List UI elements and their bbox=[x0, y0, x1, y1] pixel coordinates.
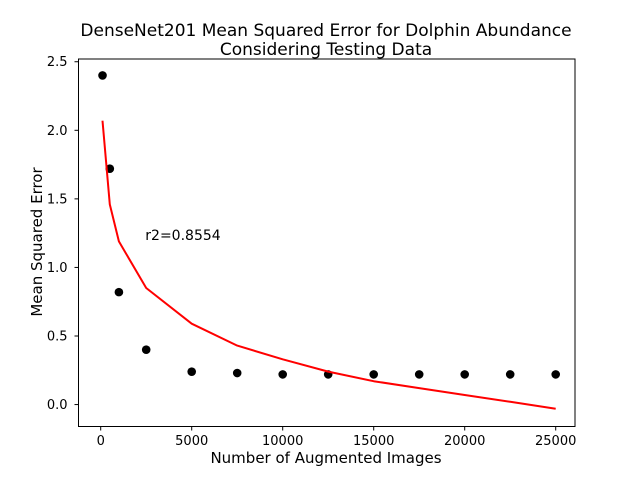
chart-title-line1: DenseNet201 Mean Squared Error for Dolph… bbox=[80, 21, 571, 41]
scatter-points bbox=[98, 71, 561, 379]
chart-title-line2: Considering Testing Data bbox=[220, 40, 432, 60]
data-point bbox=[114, 287, 124, 297]
x-tick-label: 20000 bbox=[444, 434, 485, 449]
y-axis-label: Mean Squared Error bbox=[28, 167, 46, 317]
data-point bbox=[278, 370, 288, 379]
data-point bbox=[141, 345, 151, 355]
data-point bbox=[505, 370, 515, 379]
y-tick-label: 0.5 bbox=[47, 329, 68, 344]
x-tick-label: 15000 bbox=[353, 434, 394, 449]
x-tick-label: 0 bbox=[97, 434, 105, 449]
data-point bbox=[232, 368, 242, 378]
data-point bbox=[460, 370, 470, 379]
x-tick-label: 25000 bbox=[535, 434, 576, 449]
r2-annotation: r2=0.8554 bbox=[145, 228, 220, 244]
data-point bbox=[414, 370, 424, 379]
y-tick-label: 1.0 bbox=[47, 261, 68, 276]
y-axis-ticks: 0.0 0.5 1.0 1.5 2.0 2.5 bbox=[47, 55, 79, 413]
y-tick-label: 2.5 bbox=[47, 55, 68, 70]
plot-border bbox=[78, 58, 576, 427]
data-point bbox=[98, 71, 107, 80]
y-tick-label: 1.5 bbox=[47, 192, 68, 207]
data-point bbox=[187, 367, 197, 376]
x-tick-label: 10000 bbox=[262, 434, 303, 449]
data-point bbox=[551, 370, 561, 379]
x-tick-label: 5000 bbox=[175, 434, 208, 449]
y-tick-label: 0.0 bbox=[47, 398, 68, 413]
x-axis-ticks: 0 5000 10000 15000 20000 25000 bbox=[97, 426, 576, 449]
y-tick-label: 2.0 bbox=[47, 124, 68, 139]
data-point bbox=[369, 370, 379, 379]
x-axis-label: Number of Augmented Images bbox=[210, 449, 441, 467]
fit-line bbox=[101, 120, 556, 410]
